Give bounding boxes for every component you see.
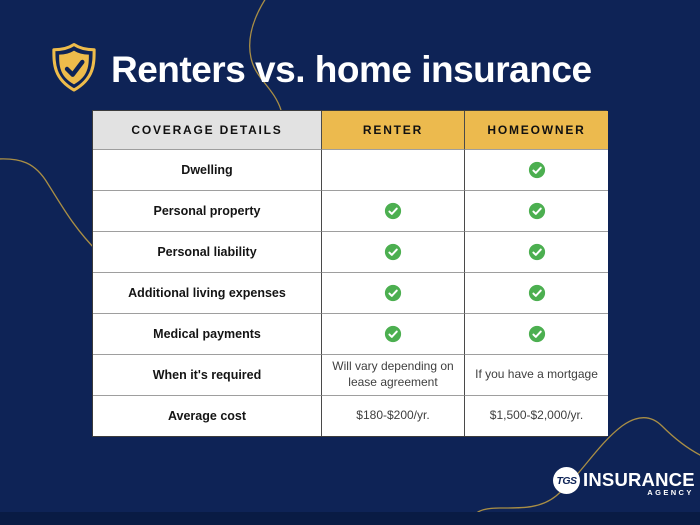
- renter-cell: $180-$200/yr.: [321, 395, 464, 436]
- homeowner-cell: [464, 231, 608, 272]
- renter-cell: [321, 231, 464, 272]
- decorative-curve-left: [0, 158, 99, 253]
- check-circle-icon: [384, 243, 402, 261]
- check-circle-icon: [384, 325, 402, 343]
- row-label-personal-liability: Personal liability: [93, 231, 321, 272]
- check-circle-icon: [528, 161, 545, 179]
- check-circle-icon: [528, 243, 545, 261]
- renter-cell: [321, 313, 464, 354]
- homeowner-cell: [464, 149, 608, 190]
- row-label-dwelling: Dwelling: [93, 149, 321, 190]
- tgs-logo-subtitle: AGENCY: [647, 488, 694, 498]
- homeowner-cell: [464, 190, 608, 231]
- tgs-logo-text: INSURANCE AGENCY: [583, 469, 695, 498]
- homeowner-cell: [464, 272, 608, 313]
- column-header-homeowner: HOMEOWNER: [464, 111, 608, 149]
- row-label-medical-payments: Medical payments: [93, 313, 321, 354]
- homeowner-cell: If you have a mortgage: [464, 354, 608, 395]
- check-circle-icon: [384, 202, 402, 220]
- page-header: Renters vs. home insurance: [46, 40, 686, 98]
- column-header-coverage-details: COVERAGE DETAILS: [93, 111, 321, 149]
- homeowner-cell: [464, 313, 608, 354]
- row-label-average-cost: Average cost: [93, 395, 321, 436]
- tgs-logo: TGS INSURANCE AGENCY: [553, 467, 695, 498]
- comparison-table: COVERAGE DETAILS RENTER HOMEOWNER Dwelli…: [92, 110, 608, 437]
- tgs-logo-name: INSURANCE: [583, 469, 695, 491]
- decorative-curve-bottom-right: [466, 417, 700, 525]
- renter-cell: [321, 272, 464, 313]
- column-header-renter: RENTER: [321, 111, 464, 149]
- row-label-when-its-required: When it's required: [93, 354, 321, 395]
- renter-cell: [321, 149, 464, 190]
- check-circle-icon: [528, 202, 545, 220]
- check-circle-icon: [528, 325, 545, 343]
- renter-cell: Will vary depending on lease agreement: [321, 354, 464, 395]
- page-title: Renters vs. home insurance: [111, 48, 592, 90]
- tgs-logo-circle-text: TGS: [556, 474, 577, 487]
- homeowner-cell: $1,500-$2,000/yr.: [464, 395, 608, 436]
- check-circle-icon: [528, 284, 545, 302]
- tgs-logo-circle: TGS: [553, 467, 580, 494]
- decorative-curve-top: [249, 0, 282, 111]
- bottom-accent-band: [0, 512, 700, 525]
- row-label-personal-property: Personal property: [93, 190, 321, 231]
- renter-cell: [321, 190, 464, 231]
- shield-check-icon: [52, 42, 96, 92]
- check-circle-icon: [384, 284, 402, 302]
- row-label-additional-living-expenses: Additional living expenses: [93, 272, 321, 313]
